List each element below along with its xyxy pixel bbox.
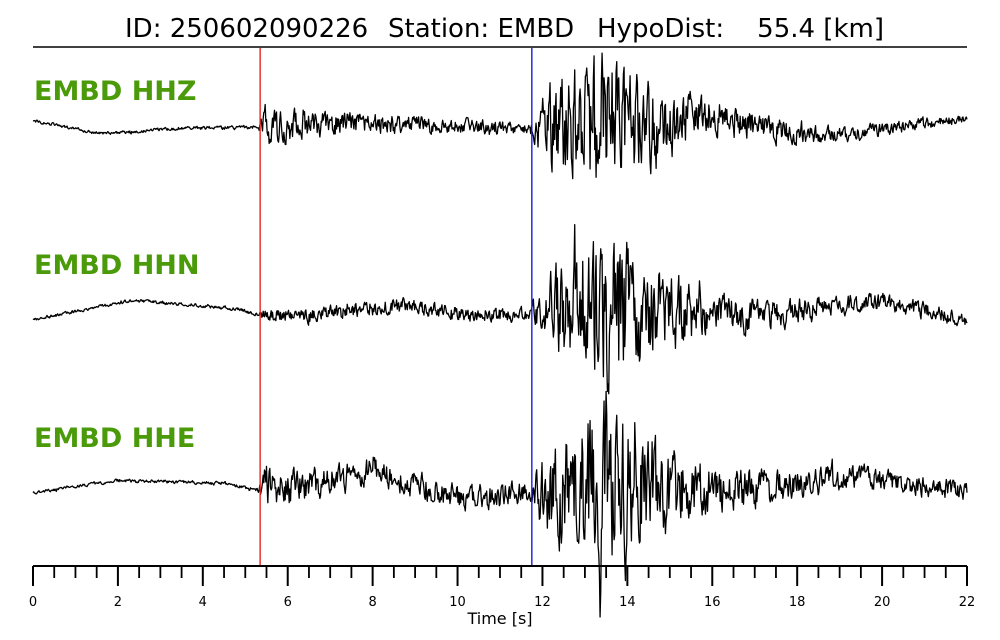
trace-embd-hhn	[32, 224, 968, 395]
x-tick-label: 6	[284, 595, 292, 610]
title-station: Station: EMBD	[388, 14, 574, 44]
x-tick-label: 8	[368, 595, 376, 610]
title-hypodist: HypoDist: 55.4 [km]	[597, 14, 884, 44]
x-tick-label: 22	[959, 595, 976, 610]
x-tick-label: 10	[449, 595, 466, 610]
time-axis: 0 2 4 6 8 10 12 14 16 18 20 22	[29, 565, 976, 610]
channel-labels-group: EMBD HHZ EMBD HHN EMBD HHE	[34, 76, 200, 454]
x-tick-label: 18	[789, 595, 806, 610]
trace-embd-hhe	[32, 390, 968, 618]
title-event-id: ID: 250602090226	[125, 14, 368, 44]
channel-label-embd-hhz: EMBD HHZ	[34, 76, 196, 107]
channel-label-embd-hhn: EMBD HHN	[34, 250, 200, 281]
x-axis-label: Time [s]	[466, 609, 532, 628]
x-tick-label: 12	[534, 595, 551, 610]
x-tick-label: 0	[29, 595, 37, 610]
x-tick-label: 20	[874, 595, 891, 610]
x-tick-label: 4	[199, 595, 207, 610]
x-tick-label: 2	[114, 595, 122, 610]
phase-picks-group	[259, 48, 533, 566]
traces-group	[32, 52, 968, 618]
x-tick-label: 16	[704, 595, 721, 610]
channel-label-embd-hhe: EMBD HHE	[34, 423, 195, 454]
x-tick-label: 14	[619, 595, 636, 610]
trace-embd-hhz	[32, 52, 968, 180]
